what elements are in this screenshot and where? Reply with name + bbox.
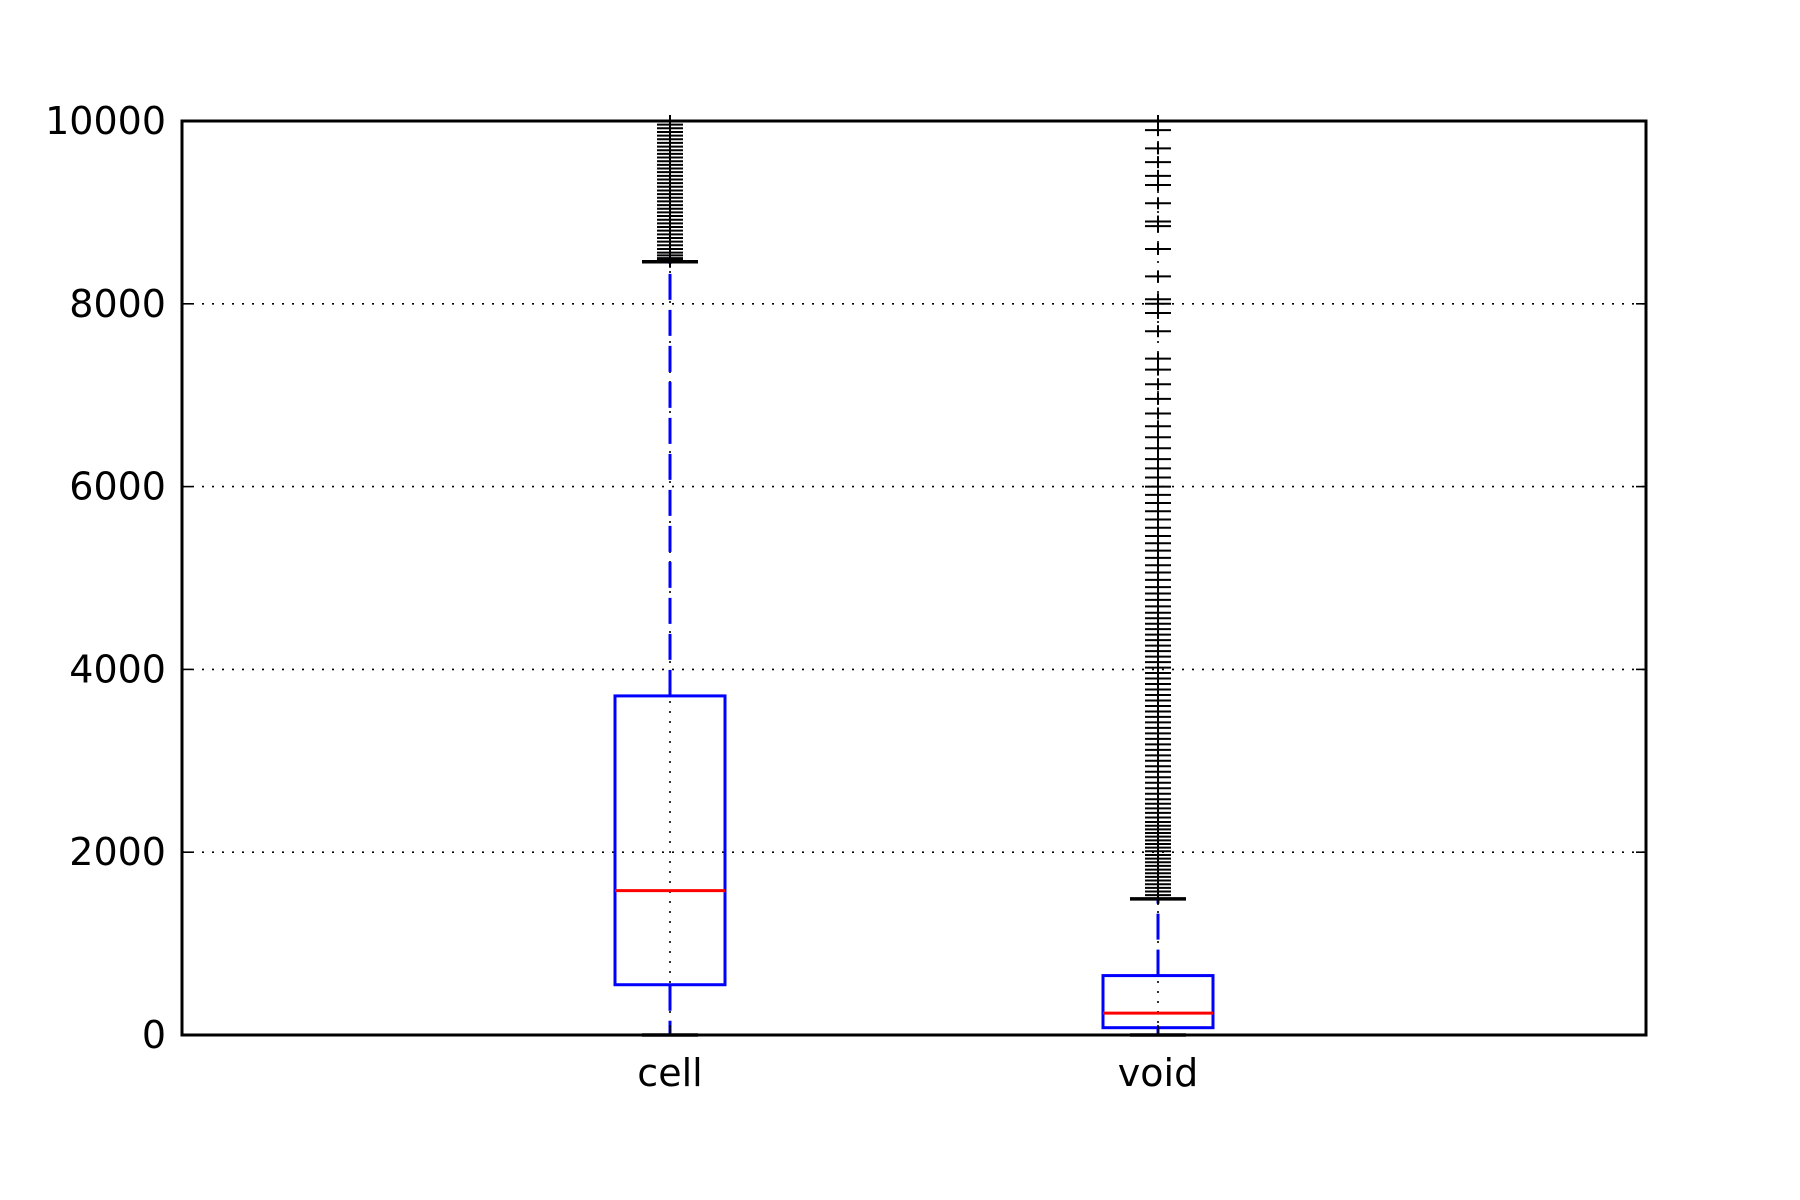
iqr-box xyxy=(613,694,727,987)
y-tick-label: 2000 xyxy=(69,830,166,874)
y-tick-label: 4000 xyxy=(69,647,166,691)
y-tick-label: 0 xyxy=(142,1013,166,1057)
x-axis-ticks: cell void xyxy=(637,121,1198,1095)
grid-lines xyxy=(182,120,1646,1036)
x-tick-label: void xyxy=(1118,1051,1198,1095)
y-tick-label: 10000 xyxy=(45,99,166,143)
box-plot-series xyxy=(613,115,1215,1037)
x-tick-label: cell xyxy=(637,1051,702,1095)
y-tick-label: 6000 xyxy=(69,465,166,509)
box-void xyxy=(1101,115,1215,1037)
y-tick-label: 8000 xyxy=(69,282,166,326)
box-cell xyxy=(613,115,727,1037)
y-axis-ticks: 0 2000 4000 6000 8000 10000 xyxy=(45,99,1646,1057)
plot-frame xyxy=(180,119,1648,1037)
